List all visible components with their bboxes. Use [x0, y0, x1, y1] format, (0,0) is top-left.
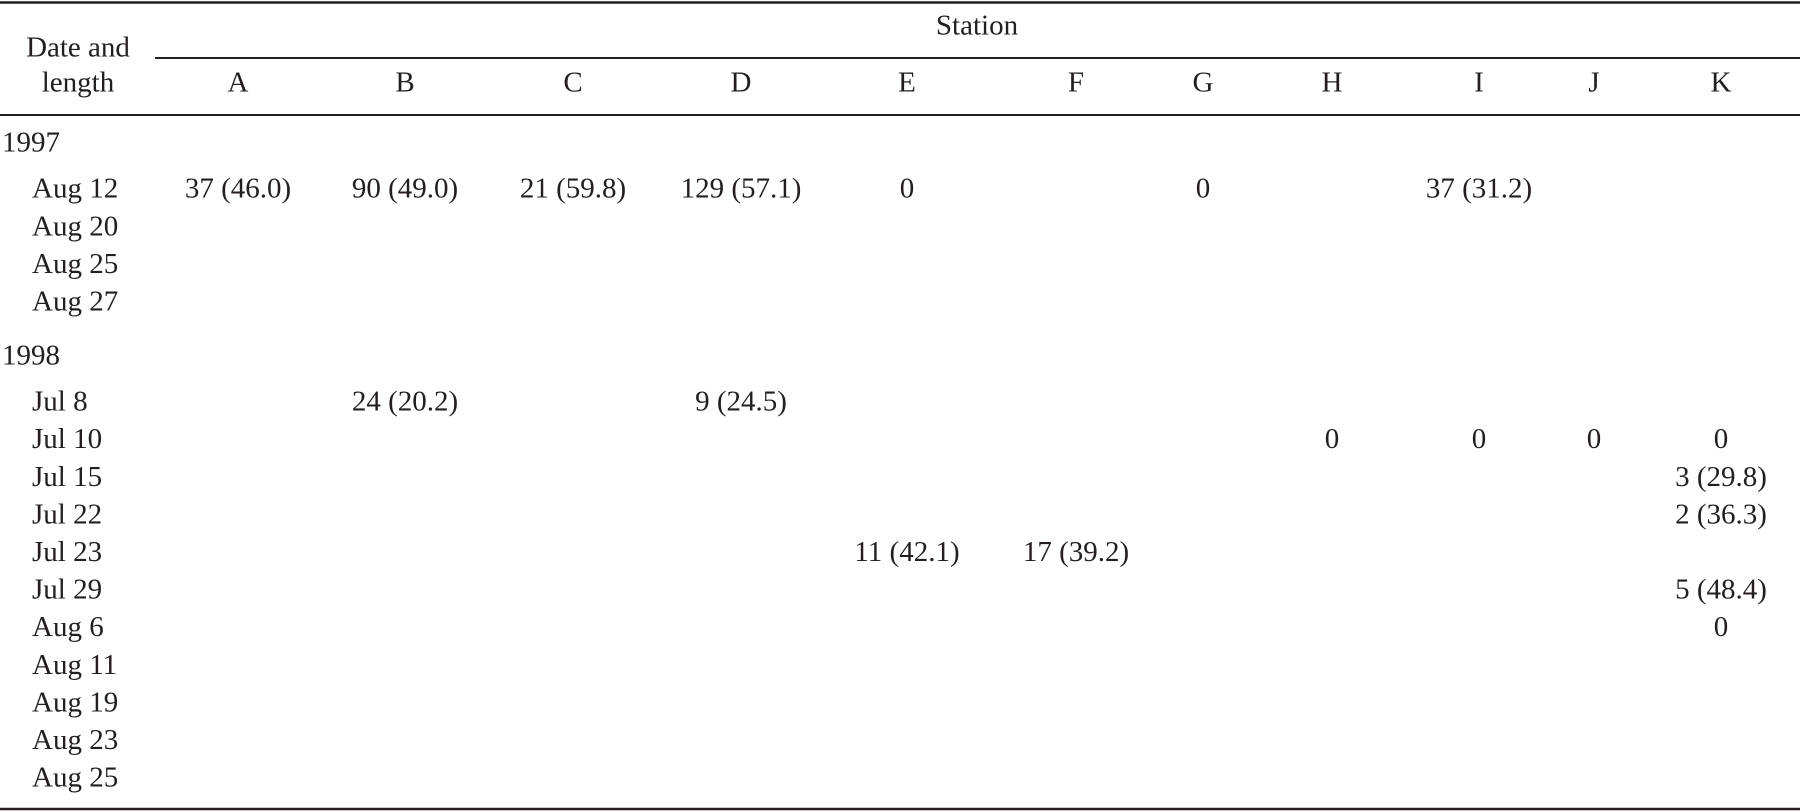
- stub-label: length: [42, 67, 115, 99]
- date-label: Jul 10: [32, 423, 102, 455]
- cell: 11 (42.1): [854, 536, 959, 568]
- year-label: 1998: [2, 340, 60, 372]
- date-label: Jul 23: [32, 536, 102, 568]
- date-label: Jul 29: [32, 574, 102, 606]
- date-label: Jul 15: [32, 461, 102, 493]
- date-label: Aug 6: [32, 611, 104, 643]
- cell: 37 (46.0): [185, 173, 291, 205]
- date-label: Aug 20: [32, 210, 118, 242]
- cell: 2 (36.3): [1675, 498, 1767, 530]
- date-label: Aug 11: [32, 649, 117, 681]
- cell: 0: [1325, 423, 1340, 455]
- cell: 5 (48.4): [1675, 574, 1767, 606]
- cell: 24 (20.2): [352, 386, 458, 418]
- cell: 9 (24.5): [695, 386, 787, 418]
- year-label: 1997: [2, 127, 60, 159]
- column-header: I: [1474, 67, 1484, 99]
- cell: 21 (59.8): [520, 173, 626, 205]
- column-header: A: [228, 67, 249, 99]
- cell: 0: [1714, 423, 1729, 455]
- column-header: G: [1193, 67, 1214, 99]
- date-label: Jul 8: [32, 386, 88, 418]
- column-header: E: [898, 67, 916, 99]
- column-header: F: [1068, 67, 1084, 99]
- date-label: Jul 22: [32, 498, 102, 530]
- cell: 129 (57.1): [681, 173, 802, 205]
- date-label: Aug 25: [32, 248, 118, 280]
- date-label: Aug 25: [32, 762, 118, 794]
- date-label: Aug 19: [32, 686, 118, 718]
- column-header: K: [1711, 67, 1732, 99]
- date-label: Aug 23: [32, 724, 118, 756]
- cell: 0: [1472, 423, 1487, 455]
- column-header: D: [731, 67, 752, 99]
- column-header: J: [1588, 67, 1599, 99]
- column-header: C: [563, 67, 582, 99]
- cell: 0: [900, 173, 915, 205]
- cell: 0: [1196, 173, 1211, 205]
- column-header: H: [1322, 67, 1343, 99]
- cell: 0: [1587, 423, 1602, 455]
- date-label: Aug 12: [32, 173, 118, 205]
- date-label: Aug 27: [32, 285, 118, 317]
- cell: 17 (39.2): [1023, 536, 1129, 568]
- spanner-label: Station: [936, 10, 1019, 42]
- cell: 0: [1714, 611, 1729, 643]
- stub-label: Date and: [26, 32, 130, 64]
- cell: 37 (31.2): [1426, 173, 1532, 205]
- cell: 90 (49.0): [352, 173, 458, 205]
- cell: 3 (29.8): [1675, 461, 1767, 493]
- column-header: B: [395, 67, 414, 99]
